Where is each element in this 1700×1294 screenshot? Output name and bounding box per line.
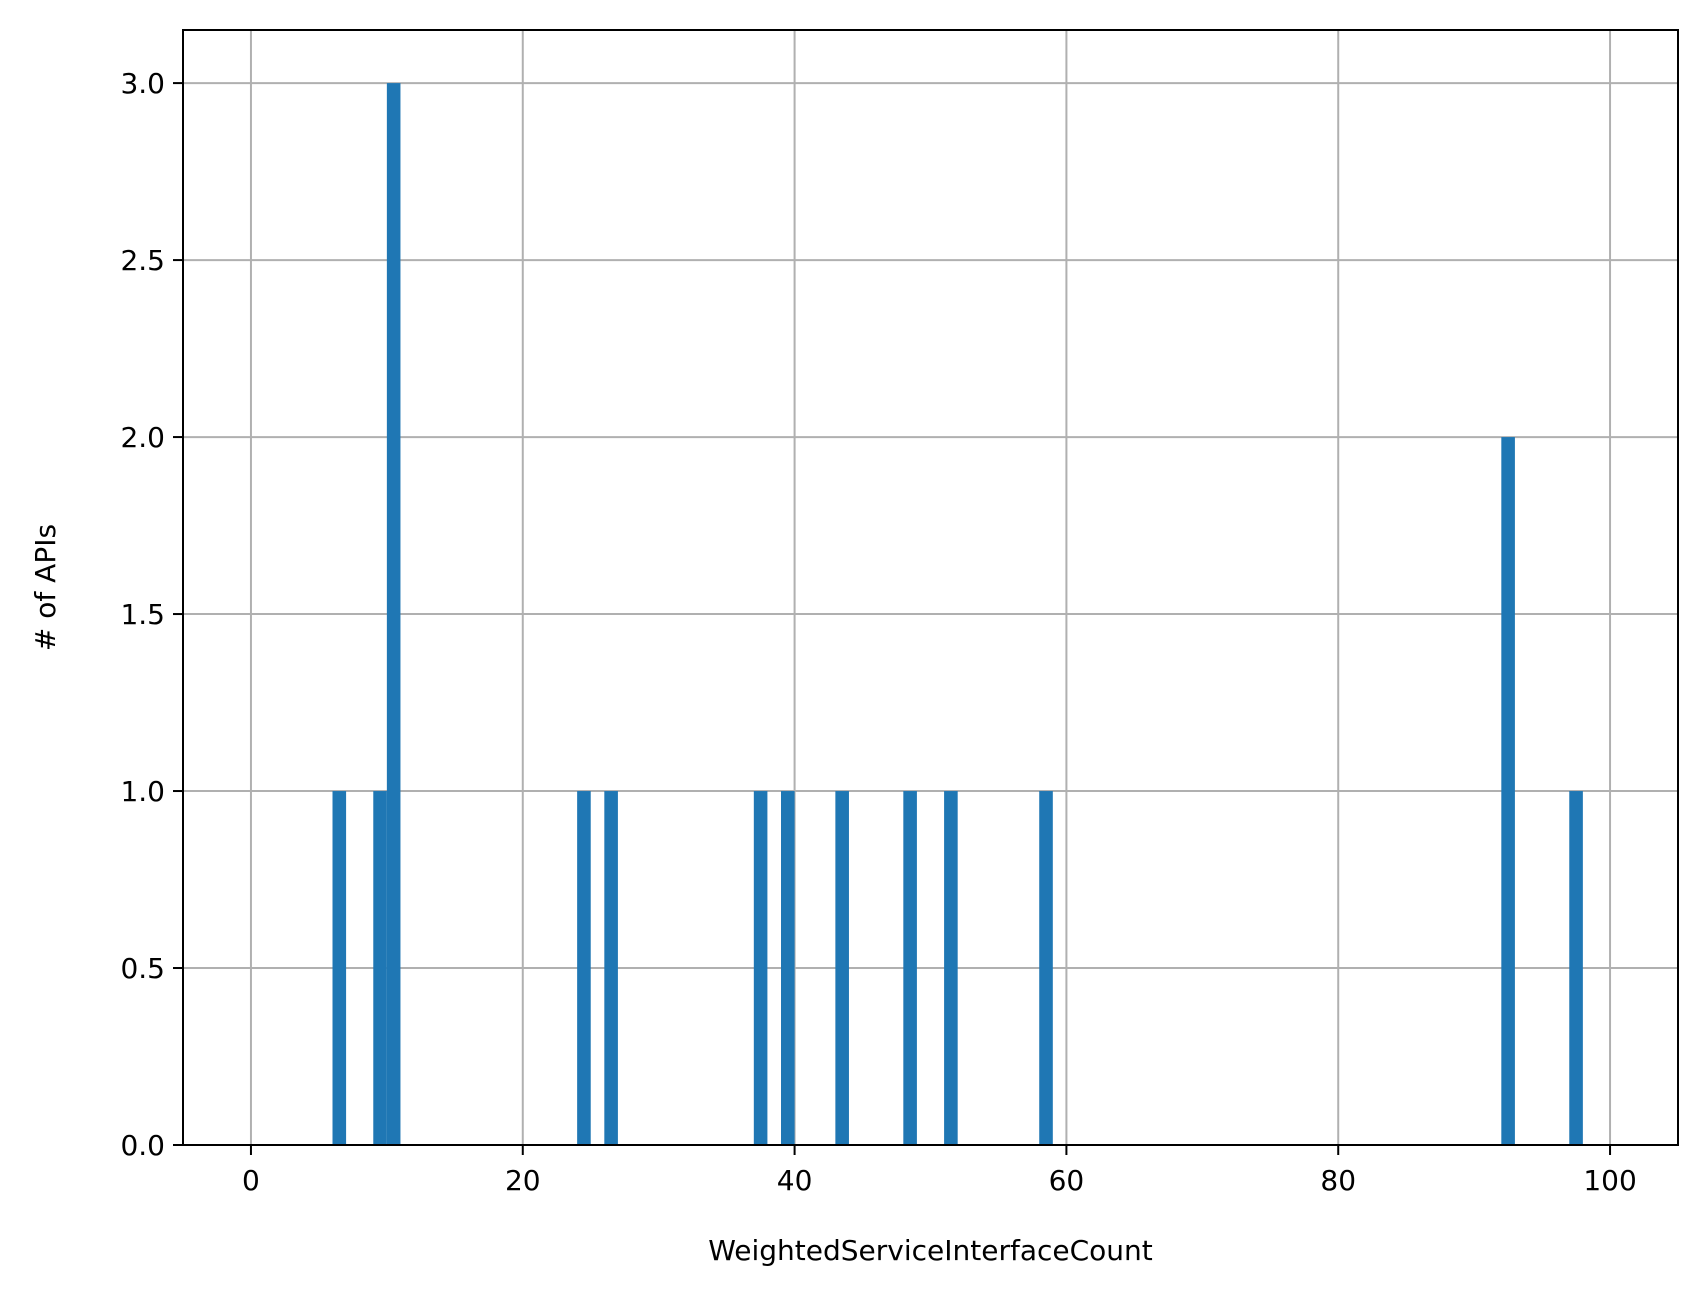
histogram-bar xyxy=(1569,791,1583,1145)
y-tick-label: 0.0 xyxy=(120,1129,165,1162)
histogram-bar xyxy=(944,791,958,1145)
x-tick-label: 40 xyxy=(777,1164,813,1197)
y-tick-label: 2.0 xyxy=(120,421,165,454)
histogram-bar xyxy=(753,791,768,1145)
histogram-bar xyxy=(386,83,401,1146)
axis-ticks: 0 20 40 60 80 100 0.0 0.5 1.0 1.5 2.0 2.5 3.0 xyxy=(120,67,1636,1197)
histogram-bar xyxy=(781,791,795,1145)
y-tick-label: 3.0 xyxy=(120,67,165,100)
histogram-bar xyxy=(577,791,591,1145)
histogram-bar xyxy=(373,791,387,1145)
y-tick-label: 0.5 xyxy=(120,952,165,985)
histogram-bar xyxy=(903,791,917,1145)
histogram-bars xyxy=(332,83,1583,1146)
histogram-bar xyxy=(604,791,618,1145)
x-axis-label: WeightedServiceInterfaceCount xyxy=(708,1234,1153,1267)
plot-frame xyxy=(182,29,1679,1146)
x-tick-label: 20 xyxy=(505,1164,541,1197)
y-tick-label: 1.0 xyxy=(120,775,165,808)
x-tick-label: 60 xyxy=(1049,1164,1085,1197)
x-tick-label: 100 xyxy=(1583,1164,1636,1197)
x-tick-label: 0 xyxy=(242,1164,260,1197)
y-tick-label: 2.5 xyxy=(120,244,165,277)
grid-lines xyxy=(183,30,1678,1146)
histogram-bar xyxy=(835,791,849,1145)
histogram-bar xyxy=(1501,437,1515,1146)
y-tick-label: 1.5 xyxy=(120,598,165,631)
histogram-bar xyxy=(1039,791,1053,1145)
x-tick-label: 80 xyxy=(1320,1164,1356,1197)
y-axis-label: # of APIs xyxy=(29,524,62,651)
histogram-bar xyxy=(332,791,347,1145)
